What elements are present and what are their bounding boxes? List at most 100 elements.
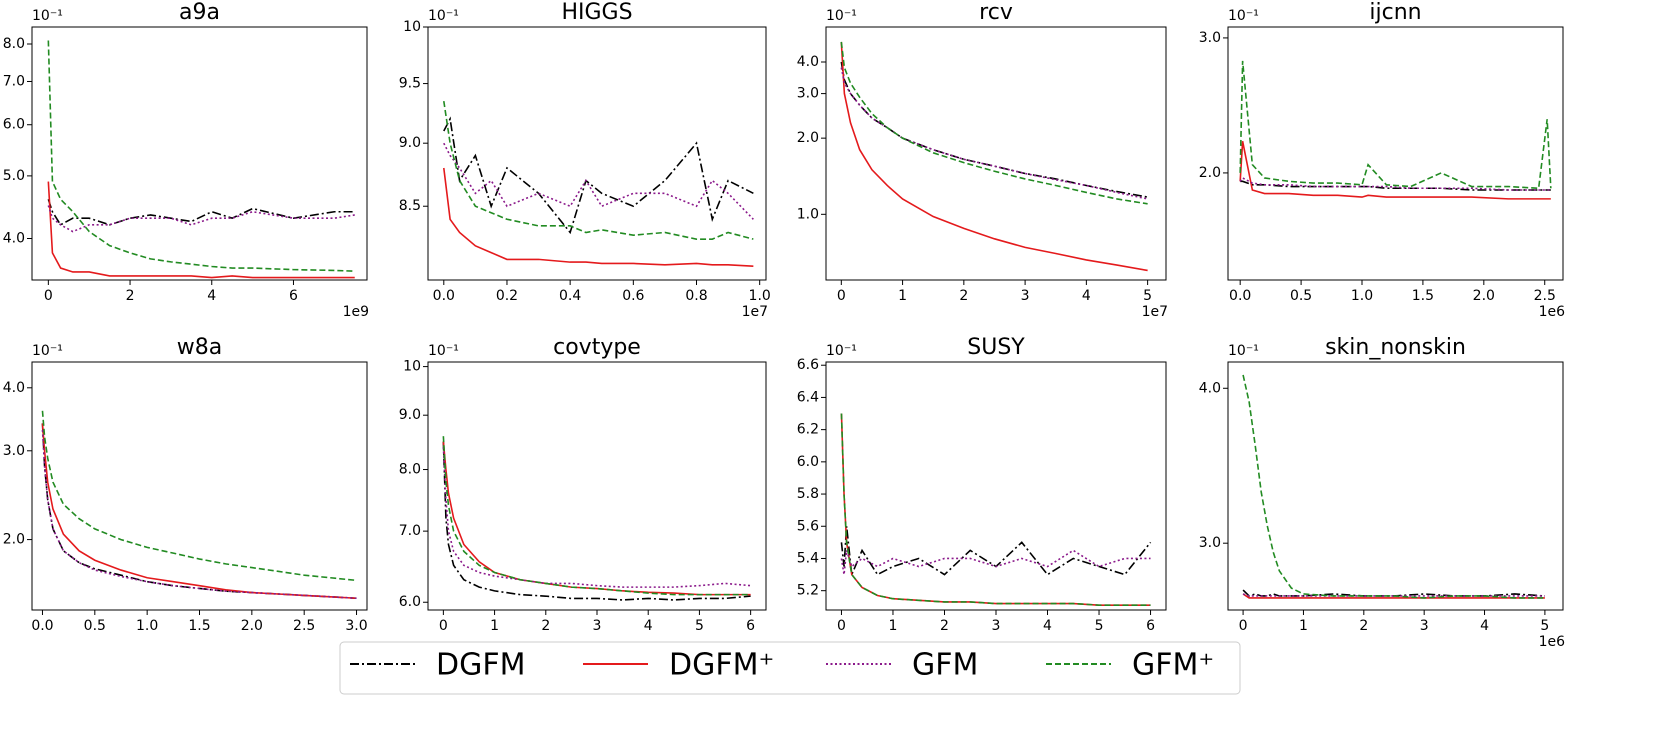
series-line (442, 441, 751, 601)
legend-label: DGFM (436, 648, 526, 683)
legend-label: GFM⁺ (1132, 648, 1214, 683)
y-tick-label: 2.0 (797, 130, 819, 146)
y-tick-label: 3.0 (797, 86, 819, 102)
x-tick-label: 0.5 (1290, 288, 1312, 304)
series-line (840, 61, 1148, 198)
y-tick-label: 6.4 (797, 389, 819, 405)
x-tick-label: 4 (1043, 618, 1052, 634)
y-tick-label: 2.0 (1199, 165, 1221, 181)
x-tick-label: 4 (644, 618, 653, 634)
x-tick-label: 5 (1095, 618, 1104, 634)
x-tick-label: 2.0 (241, 618, 263, 634)
x-tick-label: 1.0 (749, 288, 771, 304)
series-line (442, 436, 751, 596)
x-tick-label: 0.4 (559, 288, 581, 304)
series-line (1242, 374, 1545, 599)
series-line (1239, 176, 1551, 191)
series-line (840, 526, 1152, 578)
y-tick-label: 3.0 (1199, 535, 1221, 551)
y-offset-label: 10⁻¹ (428, 8, 459, 24)
x-tick-label: 1 (898, 288, 907, 304)
series-line (47, 199, 355, 226)
x-tick-label: 1 (889, 618, 898, 634)
x-tick-label: 2.0 (1473, 288, 1495, 304)
series-line (840, 549, 1151, 575)
x-offset-label: 1e6 (1539, 304, 1566, 320)
x-offset-label: 1e7 (742, 304, 768, 320)
y-tick-label: 4.0 (797, 54, 819, 70)
y-offset-label: 10⁻¹ (1228, 343, 1259, 359)
x-tick-label: 5 (695, 618, 704, 634)
x-tick-label: 2 (940, 618, 949, 634)
chart-title: SUSY (967, 335, 1025, 360)
chart-title: skin_nonskin (1325, 335, 1466, 360)
series-line (442, 101, 754, 240)
x-offset-label: 1e9 (343, 304, 369, 320)
series-line (1242, 593, 1545, 599)
series-line (1242, 589, 1545, 597)
y-offset-label: 10⁻¹ (826, 343, 857, 359)
series-line (443, 116, 754, 235)
x-offset-label: 1e6 (1539, 634, 1566, 650)
x-tick-label: 4 (1480, 618, 1489, 634)
y-tick-label: 3.0 (3, 443, 25, 459)
y-tick-label: 4.0 (3, 380, 25, 396)
x-tick-label: 2 (541, 618, 550, 634)
y-tick-label: 1.0 (797, 206, 819, 222)
x-tick-label: 3 (593, 618, 602, 634)
x-tick-label: 4 (1082, 288, 1091, 304)
y-tick-label: 10 (403, 359, 421, 375)
y-tick-label: 10 (403, 19, 421, 35)
chart-title: w8a (177, 335, 222, 360)
x-tick-label: 3.0 (345, 618, 367, 634)
y-tick-label: 8.0 (399, 462, 421, 478)
x-tick-label: 5 (1540, 618, 1549, 634)
series-line (840, 413, 1151, 606)
x-tick-label: 3 (1420, 618, 1429, 634)
legend-box (339, 641, 1241, 695)
y-tick-label: 6.0 (797, 454, 819, 470)
legend-label: DGFM⁺ (669, 648, 774, 683)
x-tick-label: 3 (1021, 288, 1030, 304)
plot-frame (31, 361, 368, 611)
x-tick-label: 6 (1146, 618, 1155, 634)
x-tick-label: 1.0 (1351, 288, 1373, 304)
x-tick-label: 0 (837, 618, 846, 634)
x-tick-label: 0 (44, 288, 53, 304)
x-offset-label: 1e7 (1142, 304, 1168, 320)
series-line (840, 413, 1151, 606)
plot-frame (31, 26, 368, 281)
plot-frame (427, 26, 767, 281)
y-tick-label: 9.0 (399, 407, 421, 423)
y-tick-label: 8.0 (3, 36, 25, 52)
series-line (442, 167, 754, 268)
x-tick-label: 6 (746, 618, 755, 634)
y-tick-label: 5.6 (797, 518, 819, 534)
y-tick-label: 5.8 (797, 486, 819, 502)
x-tick-label: 2.5 (1534, 288, 1556, 304)
legend-label: GFM (912, 648, 978, 683)
x-tick-label: 1.5 (188, 618, 210, 634)
y-tick-label: 5.2 (797, 583, 819, 599)
series-line (840, 41, 1148, 272)
chart-title: ijcnn (1369, 0, 1421, 25)
series-line (1242, 593, 1545, 597)
y-tick-label: 2.0 (3, 532, 25, 548)
series-line (47, 40, 355, 272)
y-offset-label: 10⁻¹ (32, 343, 63, 359)
series-line (442, 441, 751, 596)
x-tick-label: 0.0 (433, 288, 455, 304)
y-tick-label: 8.5 (399, 198, 421, 214)
y-tick-label: 3.0 (1199, 30, 1221, 46)
x-tick-label: 0 (1239, 618, 1248, 634)
y-tick-label: 6.2 (797, 422, 819, 438)
plot-frame (1227, 361, 1564, 611)
y-tick-label: 9.0 (399, 135, 421, 151)
y-tick-label: 4.0 (1199, 380, 1221, 396)
series-line (41, 423, 357, 600)
x-tick-label: 5 (1143, 288, 1152, 304)
x-tick-label: 1.5 (1412, 288, 1434, 304)
y-tick-label: 7.0 (3, 73, 25, 89)
chart-title: a9a (179, 0, 220, 25)
